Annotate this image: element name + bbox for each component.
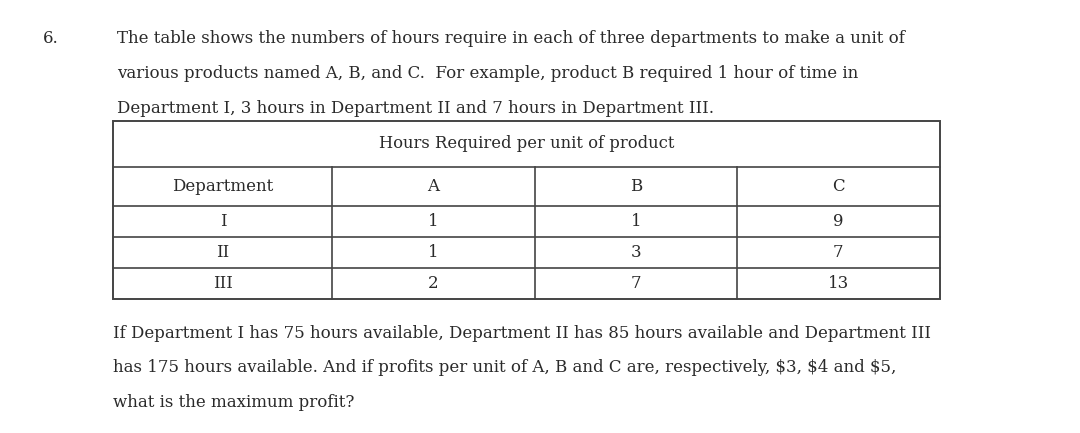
Text: Hours Required per unit of product: Hours Required per unit of product [379, 136, 674, 152]
Text: 3: 3 [631, 244, 642, 261]
Text: Department I, 3 hours in Department II and 7 hours in Department III.: Department I, 3 hours in Department II a… [117, 100, 714, 116]
Text: various products named A, B, and C.  For example, product B required 1 hour of t: various products named A, B, and C. For … [117, 65, 858, 82]
Text: 7: 7 [631, 275, 642, 292]
Text: 9: 9 [833, 213, 843, 229]
Text: 1: 1 [631, 213, 642, 229]
Text: 1: 1 [429, 244, 438, 261]
Text: The table shows the numbers of hours require in each of three departments to mak: The table shows the numbers of hours req… [117, 30, 905, 47]
Text: If Department I has 75 hours available, Department II has 85 hours available and: If Department I has 75 hours available, … [113, 325, 931, 342]
Text: A: A [428, 178, 440, 195]
Text: 2: 2 [429, 275, 438, 292]
Text: 7: 7 [833, 244, 843, 261]
Text: II: II [216, 244, 229, 261]
Text: has 175 hours available. And if profits per unit of A, B and C are, respectively: has 175 hours available. And if profits … [113, 359, 896, 376]
Text: Department: Department [172, 178, 273, 195]
Text: B: B [630, 178, 643, 195]
Text: C: C [832, 178, 845, 195]
Text: III: III [213, 275, 233, 292]
Text: what is the maximum profit?: what is the maximum profit? [113, 394, 354, 411]
Text: I: I [219, 213, 226, 229]
Text: 1: 1 [429, 213, 438, 229]
Text: 13: 13 [827, 275, 849, 292]
Bar [113, 121, 940, 299]
Text: 6.: 6. [43, 30, 59, 47]
